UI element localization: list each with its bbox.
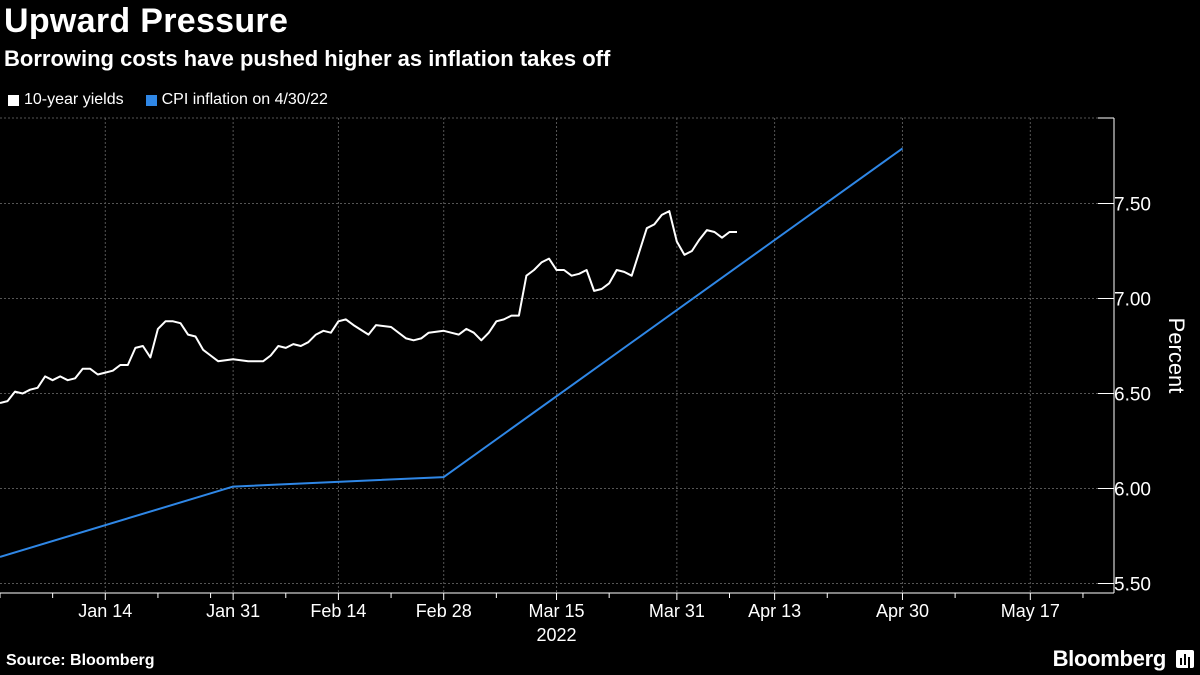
brand-logo-text: Bloomberg bbox=[1052, 646, 1167, 671]
x-tick-label: Jan 14 bbox=[78, 601, 132, 621]
legend-item-yields: 10-year yields bbox=[8, 91, 124, 109]
chart-subtitle: Borrowing costs have pushed higher as in… bbox=[4, 46, 611, 71]
legend-swatch-cpi bbox=[145, 94, 157, 106]
x-tick-label: Jan 31 bbox=[206, 601, 260, 621]
cpi-line bbox=[0, 147, 904, 558]
legend-label-yields: 10-year yields bbox=[24, 91, 124, 108]
x-tick-label: Feb 28 bbox=[416, 601, 472, 621]
y-tick-label: 6.00 bbox=[1114, 480, 1151, 501]
yields-line bbox=[0, 210, 737, 404]
legend-item-cpi: CPI inflation on 4/30/22 bbox=[145, 91, 328, 109]
legend-label-cpi: CPI inflation on 4/30/22 bbox=[161, 91, 328, 108]
x-tick-label: Apr 30 bbox=[876, 601, 929, 621]
x-tick-label: Feb 14 bbox=[310, 601, 366, 621]
x-tick-label: Mar 31 bbox=[649, 601, 705, 621]
y-tick-label: 7.00 bbox=[1114, 290, 1151, 311]
y-axis-title: Percent bbox=[1164, 318, 1189, 394]
y-tick-label: 7.50 bbox=[1114, 195, 1151, 216]
x-tick-label: Mar 15 bbox=[529, 601, 585, 621]
x-tick-label: May 17 bbox=[1001, 601, 1060, 621]
bloomberg-chart-icon bbox=[1176, 650, 1194, 668]
x-axis-year-label: 2022 bbox=[536, 625, 576, 645]
legend: 10-year yields CPI inflation on 4/30/22 bbox=[8, 91, 328, 109]
legend-swatch-yields bbox=[8, 94, 19, 106]
y-tick-label: 5.50 bbox=[1114, 575, 1151, 596]
source-note: Source: Bloomberg bbox=[6, 652, 155, 669]
chart-title: Upward Pressure bbox=[4, 2, 289, 40]
y-tick-label: 6.50 bbox=[1114, 385, 1151, 406]
x-tick-label: Apr 13 bbox=[748, 601, 801, 621]
